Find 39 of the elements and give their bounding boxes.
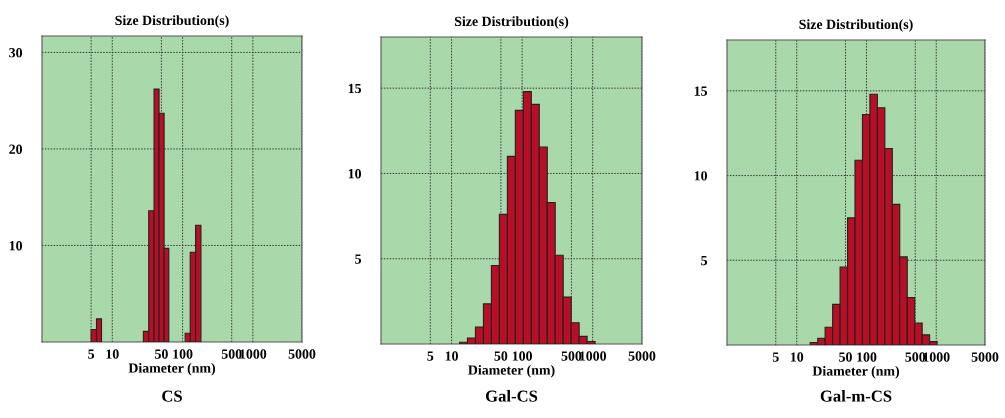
- y-tick-label: 10: [694, 171, 708, 181]
- text: Gal-m-CS: [820, 390, 892, 402]
- y-tick-label: 15: [694, 86, 708, 96]
- y-tick-label: 10: [9, 241, 23, 251]
- y-tick-label: 5: [701, 256, 708, 266]
- x-tick-label: 100: [173, 349, 193, 359]
- y-tick-label: 20: [9, 144, 23, 154]
- chart-title: Size Distribution(s): [799, 19, 913, 32]
- x-tick-label: 1000: [579, 351, 607, 361]
- text: CS: [162, 390, 182, 402]
- chart-title: Size Distribution(s): [454, 16, 569, 29]
- x-axis-title: Diameter (nm): [468, 364, 555, 378]
- x-axis-title: Diameter (nm): [128, 362, 216, 376]
- x-tick-label: 10: [106, 349, 119, 359]
- y-tick-label: 5: [355, 254, 362, 264]
- x-tick-label: 10: [790, 352, 804, 362]
- x-tick-label: 5000: [971, 352, 999, 362]
- x-tick-label: 500: [905, 352, 926, 362]
- x-axis-title: Diameter (nm): [812, 365, 900, 379]
- x-tick-label: 10: [445, 351, 458, 361]
- x-tick-label: 50: [494, 351, 508, 361]
- chart-title: Size Distribution(s): [115, 15, 229, 28]
- x-tick-label: 5: [427, 351, 434, 361]
- x-tick-label: 5000: [628, 351, 656, 361]
- x-tick-label: 50: [155, 349, 168, 359]
- x-tick-label: 1000: [923, 352, 950, 362]
- x-tick-label: 5000: [288, 349, 316, 359]
- y-tick-label: 15: [348, 83, 362, 94]
- x-tick-label: 1000: [240, 349, 267, 359]
- x-tick-label: 100: [857, 352, 877, 362]
- x-tick-label: 50: [839, 352, 852, 362]
- x-tick-label: 500: [561, 351, 582, 361]
- x-tick-label: 5: [88, 349, 95, 359]
- y-tick-label: 10: [348, 169, 362, 179]
- y-tick-label: 30: [9, 47, 23, 58]
- x-tick-label: 5: [772, 352, 779, 362]
- x-tick-label: 100: [512, 351, 533, 361]
- x-tick-label: 500: [221, 349, 242, 359]
- text: Gal-CS: [485, 390, 538, 402]
